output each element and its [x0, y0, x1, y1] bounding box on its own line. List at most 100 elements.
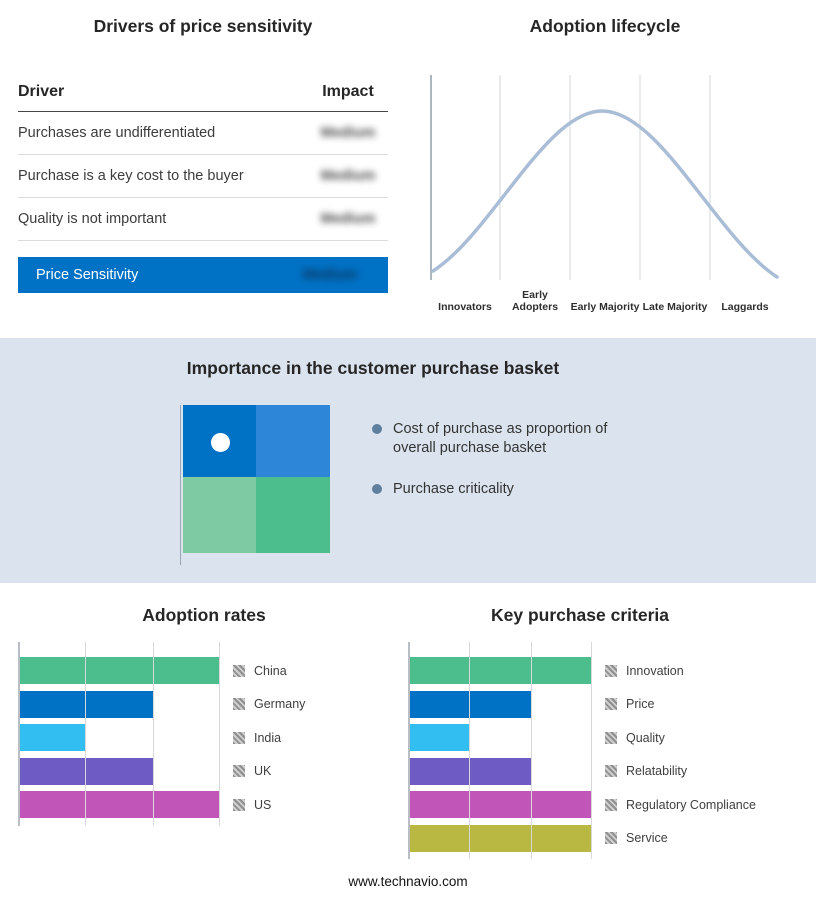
driver-cell: Purchase is a key cost to the buyer [18, 168, 244, 184]
stage-label: Laggards [721, 301, 769, 314]
legend-item: Service [605, 822, 756, 856]
bar-row [18, 688, 220, 722]
quadrant-cell-top-right [256, 405, 330, 477]
legend-label: Price [626, 697, 655, 712]
legend-label: Regulatory Compliance [626, 797, 756, 812]
table-row: Purchases are undifferentiated Medium [18, 112, 388, 155]
bar-row [408, 721, 592, 755]
bullet-item: Cost of purchase as proportion of overal… [372, 420, 652, 458]
legend-swatch [605, 698, 617, 711]
bar-row [18, 755, 220, 789]
legend-item: US [233, 788, 305, 822]
legend-item: India [233, 721, 305, 755]
quadrant-axis-line [180, 405, 181, 565]
gridline [591, 642, 592, 859]
legend-item: Relatability [605, 755, 756, 789]
position-dot [211, 433, 230, 452]
criteria-legend: Innovation Price Quality Relatability Re… [605, 642, 756, 859]
legend-label: US [254, 797, 272, 812]
lifecycle-chart [430, 75, 780, 280]
website-footer: www.technavio.com [348, 874, 468, 889]
legend-swatch [233, 765, 245, 778]
legend-label: Service [626, 831, 668, 846]
bell-curve-svg [430, 75, 779, 280]
legend-label: Germany [254, 697, 306, 712]
legend-label: UK [254, 764, 272, 779]
bar-india [18, 724, 86, 752]
stage-label: Early Majority [570, 301, 640, 314]
quadrant-cell-bottom-left [183, 477, 256, 553]
column-driver: Driver [18, 83, 65, 100]
legend-swatch [605, 731, 617, 744]
legend-item: China [233, 654, 305, 688]
legend-swatch [605, 798, 617, 811]
impact-cell: Medium [320, 211, 376, 227]
legend-label: Innovation [626, 663, 684, 678]
purchase-basket-band: Importance in the customer purchase bask… [0, 338, 816, 583]
bar-innovation [408, 657, 592, 685]
criteria-title: Key purchase criteria [490, 605, 669, 625]
legend-label: Relatability [626, 764, 688, 779]
driver-cell: Quality is not important [18, 211, 167, 227]
bullet-icon [372, 484, 382, 494]
legend-item: UK [233, 755, 305, 789]
legend-item: Regulatory Compliance [605, 788, 756, 822]
bar-row [18, 788, 220, 822]
impact-cell: Medium [320, 168, 376, 184]
stage-label: Innovators [438, 301, 492, 314]
axis-line [18, 642, 20, 826]
stage-label: Early Adopters [511, 288, 559, 314]
legend-label: Quality [626, 730, 665, 745]
legend-swatch [233, 798, 245, 811]
adoption-curve [431, 109, 779, 279]
banner-impact: Medium [302, 267, 358, 283]
gridline [530, 642, 532, 859]
legend-item: Price [605, 688, 756, 722]
quadrant-cell-bottom-right [256, 477, 330, 553]
bullet-text: Cost of purchase as proportion of overal… [393, 421, 608, 456]
bar-row [408, 822, 592, 856]
gridline [152, 642, 154, 826]
price-sensitivity-panel: Drivers of price sensitivity Driver Impa… [18, 16, 388, 293]
criteria-chart: Innovation Price Quality Relatability Re… [408, 642, 806, 859]
column-impact: Impact [322, 83, 374, 100]
stage-label: Late Majority [642, 301, 708, 314]
lifecycle-title: Adoption lifecycle [529, 16, 681, 36]
bar-quality [408, 724, 470, 752]
gridline [469, 642, 471, 859]
basket-bullet-list: Cost of purchase as proportion of overal… [372, 420, 652, 521]
bar-row [408, 788, 592, 822]
key-purchase-criteria-panel: Key purchase criteria Innovation Pri [408, 605, 806, 859]
legend-swatch [605, 832, 617, 845]
legend-swatch [233, 698, 245, 711]
drivers-title: Drivers of price sensitivity [93, 16, 313, 36]
gridline [219, 642, 220, 826]
axis-line [408, 642, 410, 859]
quadrant-graphic [183, 405, 330, 553]
legend-swatch [605, 664, 617, 677]
bar-row [408, 654, 592, 688]
adoption-lifecycle-panel: Adoption lifecycle Innovators Early Adop… [430, 16, 780, 314]
bar-china [18, 657, 220, 685]
price-sensitivity-banner: Price Sensitivity Medium [18, 257, 388, 293]
bottom-section: Adoption rates China Germany India [0, 583, 816, 902]
bar-row [18, 721, 220, 755]
legend-swatch [605, 765, 617, 778]
adoption-plot [18, 642, 220, 826]
legend-swatch [233, 664, 245, 677]
adoption-rates-chart: China Germany India UK US [18, 642, 390, 826]
legend-item: Innovation [605, 654, 756, 688]
adoption-legend: China Germany India UK US [233, 642, 305, 826]
legend-label: India [254, 730, 282, 745]
basket-title: Importance in the customer purchase bask… [186, 358, 560, 378]
driver-cell: Purchases are undifferentiated [18, 125, 216, 141]
gridline [85, 642, 87, 826]
legend-item: Quality [605, 721, 756, 755]
bar-row [408, 755, 592, 789]
legend-item: Germany [233, 688, 305, 722]
criteria-plot [408, 642, 592, 859]
impact-cell: Medium [320, 125, 376, 141]
bar-row [408, 688, 592, 722]
drivers-table: Driver Impact Purchases are undifferenti… [18, 83, 388, 241]
